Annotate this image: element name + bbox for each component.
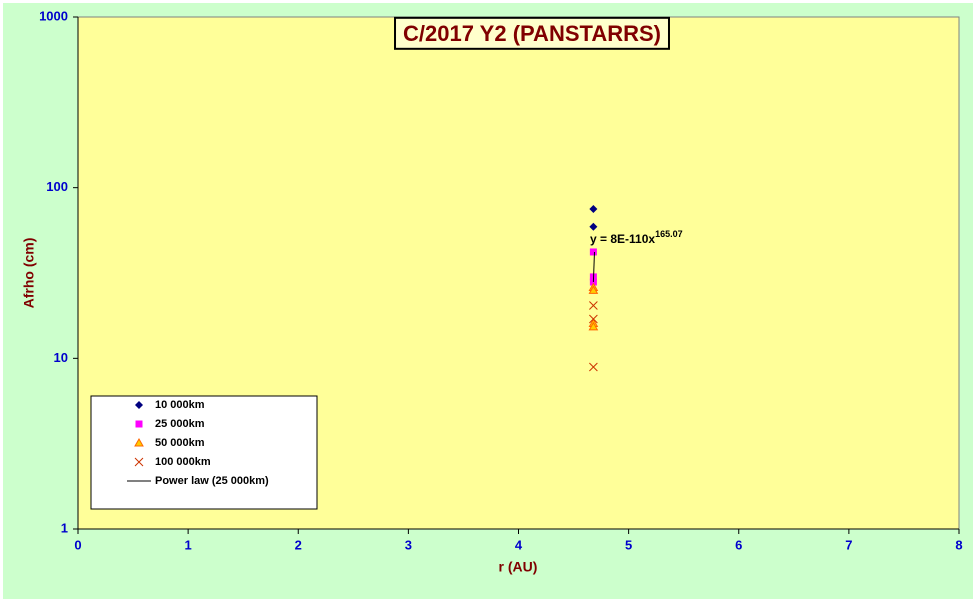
x-axis-label: r (AU) [499, 559, 538, 575]
diamond-point [135, 401, 143, 409]
y-axis-label: Afrho (cm) [21, 238, 37, 309]
y-tick-label: 100 [46, 179, 68, 194]
chart-title: C/2017 Y2 (PANSTARRS) [403, 21, 661, 46]
legend: 10 000km 25 000km 50 000km 100 000km Power l… [90, 395, 318, 510]
x-tick-label: 7 [845, 537, 852, 552]
x-point [134, 457, 144, 467]
y-tick-label: 10 [54, 350, 68, 365]
x-tick-label: 4 [515, 537, 523, 552]
title-box [394, 16, 670, 50]
triangle-point [134, 437, 144, 447]
diamond-point [589, 204, 598, 213]
legend-label: 50 000km [155, 437, 205, 449]
x-tick-label: 8 [955, 537, 962, 552]
x-tick-label: 6 [735, 537, 742, 552]
x-tick-label: 0 [74, 537, 81, 552]
x-tick-label: 5 [625, 537, 632, 552]
legend-label: 10 000km [155, 399, 205, 411]
triangle-point [588, 321, 599, 331]
trend-line [592, 251, 595, 283]
legend-label: 100 000km [155, 456, 211, 468]
x-tick-label: 3 [405, 537, 412, 552]
x-tick-label: 1 [185, 537, 192, 552]
diamond-point [589, 222, 598, 231]
legend-box [90, 395, 318, 510]
square-point [589, 248, 597, 256]
equation-text: y = 8E-110x [590, 232, 655, 246]
equation-exponent: 165.07 [655, 229, 683, 239]
legend-label: 25 000km [155, 418, 205, 430]
equation: y = 8E-110x165.07 [590, 229, 683, 246]
legend-label: Power law (25 000km) [155, 475, 269, 487]
triangle-point [588, 285, 599, 294]
x-point [589, 301, 598, 310]
title-group: C/2017 Y2 (PANSTARRS) [394, 16, 670, 50]
y-tick-label: 1 [61, 520, 68, 535]
x-point [589, 362, 598, 372]
square-point [135, 420, 143, 428]
x-tick-label: 2 [295, 537, 302, 552]
y-tick-label: 1000 [39, 8, 68, 23]
x-point [589, 314, 598, 324]
